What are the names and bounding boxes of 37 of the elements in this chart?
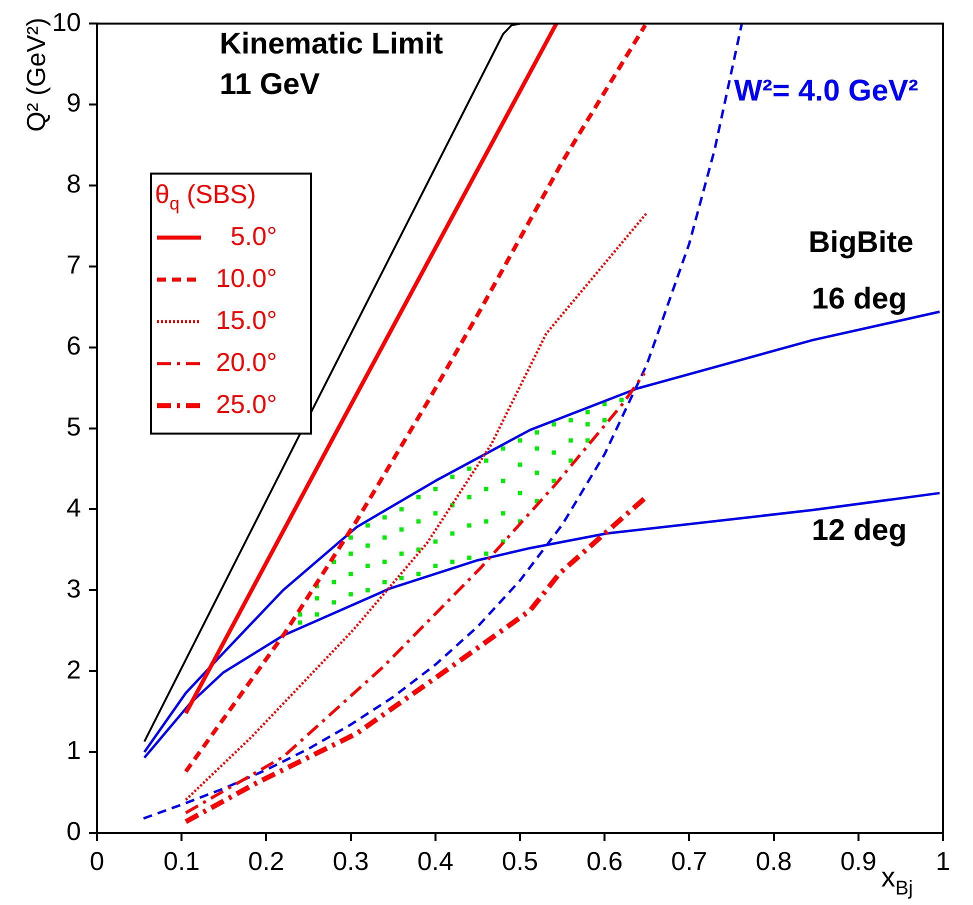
x-tick-label: 0.4 — [417, 846, 454, 876]
x-tick-label: 0.3 — [332, 846, 369, 876]
annotation: Kinematic Limit — [220, 28, 444, 61]
x-tick-label: 0.2 — [248, 846, 284, 876]
x-tick-label: 0.6 — [586, 846, 623, 876]
y-tick-label: 8 — [66, 168, 81, 199]
x-tick-label: 0.8 — [756, 846, 792, 876]
y-tick-label: 1 — [66, 735, 81, 766]
y-tick-label: 3 — [66, 573, 81, 604]
y-tick-label: 2 — [66, 654, 81, 684]
y-tick-label: 6 — [66, 330, 81, 361]
legend-label: 20.0° — [216, 346, 278, 377]
line-series — [184, 212, 648, 802]
y-tick-label: 4 — [66, 492, 81, 522]
annotation: 12 deg — [812, 514, 907, 548]
x-tick-label: 0.5 — [502, 846, 538, 876]
annotation: 16 deg — [812, 282, 907, 316]
legend-label: 5.0° — [230, 220, 278, 251]
annotation: W²= 4.0 GeV² — [734, 74, 918, 108]
y-tick-label: 0 — [66, 816, 81, 846]
line-series — [184, 372, 646, 814]
x-tick-label: 0.7 — [671, 846, 708, 876]
legend-label: 25.0° — [216, 388, 278, 419]
annotation: 11 GeV — [220, 68, 320, 102]
x-tick-label: 0.9 — [840, 846, 876, 876]
legend-label: 15.0° — [216, 304, 278, 335]
legend-label: 10.0° — [216, 262, 278, 293]
y-axis-title: Q² (GeV²) — [21, 18, 52, 132]
x-tick-label: 1 — [936, 846, 950, 876]
x-tick-label: 0.1 — [164, 846, 200, 876]
x-tick-label: 0 — [90, 846, 104, 876]
line-series — [184, 24, 648, 774]
y-tick-label: 9 — [66, 88, 81, 118]
annotation: BigBite — [808, 226, 914, 260]
y-tick-label: 10 — [52, 6, 81, 37]
y-tick-label: 7 — [66, 250, 81, 280]
y-tick-label: 5 — [66, 411, 81, 442]
